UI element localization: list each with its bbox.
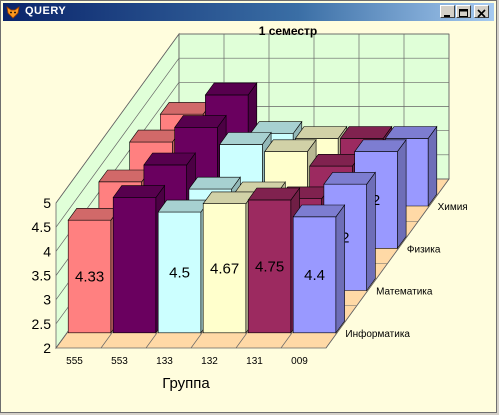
bar-top	[309, 154, 362, 167]
minimize-button[interactable]	[440, 5, 455, 18]
bar-top	[294, 126, 348, 139]
minimize-icon	[444, 15, 450, 17]
bar-131-0: 4.75	[247, 187, 301, 334]
row-label: Математика	[376, 287, 433, 298]
bar-side	[335, 204, 345, 334]
bar-top	[143, 152, 196, 166]
data-label: 4.75	[255, 258, 284, 275]
close-button[interactable]	[474, 5, 489, 18]
bar-top	[339, 126, 393, 139]
data-label: 4.33	[75, 269, 104, 286]
y-tick-label: 3	[43, 292, 51, 308]
x-tick-label: 131	[246, 356, 263, 367]
bar-top	[98, 169, 151, 183]
bar-top	[249, 121, 303, 134]
bar-553-0	[112, 184, 166, 334]
bar-top	[174, 115, 227, 128]
data-label: 2	[372, 192, 380, 209]
x-tick-label: 009	[291, 356, 308, 367]
bar-top	[188, 176, 241, 190]
y-tick-label: 2.5	[32, 316, 52, 332]
bar-top	[129, 129, 182, 143]
bar-132-0: 4.67	[202, 190, 256, 334]
close-icon	[477, 9, 486, 18]
y-tick-label: 5	[43, 195, 51, 211]
fox-icon	[6, 6, 20, 19]
x-axis-label: Группа	[162, 375, 210, 392]
maximize-button[interactable]	[456, 5, 471, 18]
bar-555-0: 4.33	[67, 207, 121, 334]
bar-top	[219, 132, 272, 145]
bar-top	[112, 185, 166, 198]
bar-front	[112, 197, 157, 334]
bar-top	[204, 82, 258, 96]
bar-top	[247, 187, 301, 201]
data-label: 4.4	[304, 267, 325, 284]
maximize-icon	[459, 9, 468, 17]
data-label: 2	[341, 229, 349, 246]
bar-top	[159, 102, 213, 115]
bar-top	[67, 208, 121, 221]
bar-133-0: 4.5	[157, 199, 211, 334]
title-bar[interactable]: QUERY	[3, 3, 494, 21]
bar-side	[366, 171, 376, 292]
bar-top	[323, 172, 376, 185]
x-tick-label: 132	[201, 356, 218, 367]
bar-top	[292, 204, 346, 218]
row-label: Химия	[438, 202, 468, 213]
bar-top	[354, 139, 407, 152]
x-tick-label: 133	[156, 356, 173, 367]
window-title: QUERY	[25, 5, 67, 17]
bar-top	[202, 191, 256, 204]
y-tick-label: 4	[43, 243, 51, 259]
y-tick-label: 4.5	[32, 219, 52, 235]
row-label: Физика	[407, 244, 441, 255]
bar-top	[264, 139, 317, 152]
x-tick-label: 555	[66, 356, 83, 367]
bar-top	[384, 126, 438, 139]
data-label: 4.67	[210, 260, 239, 277]
bar-side	[397, 138, 407, 250]
bar-top	[157, 199, 211, 213]
y-tick-label: 3.5	[32, 268, 52, 284]
chart-area: 2 2 4.33 4.5 4.67 4.75 4.4 2 2.5 3 3.5 4 4.5 5 555 553…	[3, 21, 494, 412]
x-tick-label: 553	[111, 356, 128, 367]
data-label: 4.5	[169, 264, 190, 281]
chart-title: 1 семестр	[259, 24, 317, 38]
bar-009-0: 4.4	[292, 204, 346, 334]
y-tick-label: 2	[43, 340, 51, 356]
row-label: Информатика	[345, 328, 410, 340]
bar-side	[427, 125, 438, 207]
